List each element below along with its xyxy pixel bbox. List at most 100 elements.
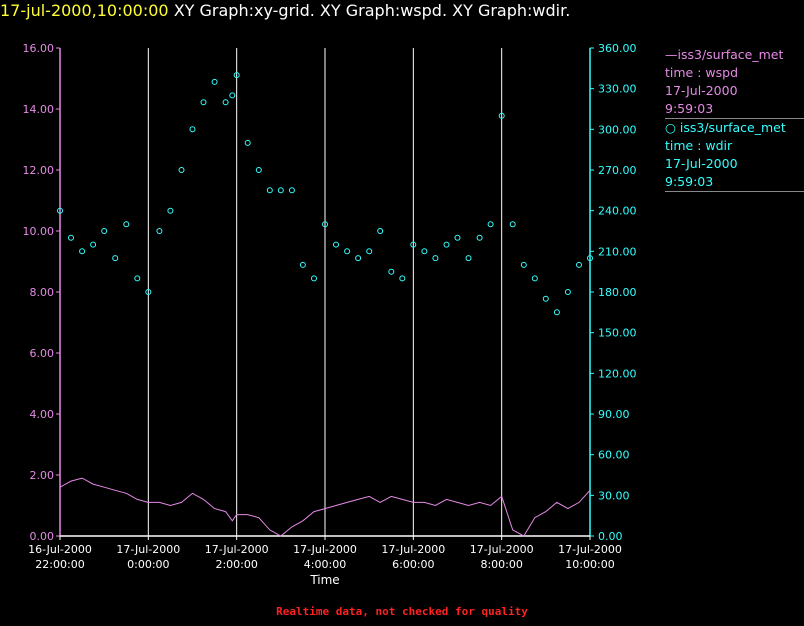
data-point-wdir — [432, 255, 439, 262]
data-point-wdir — [399, 275, 406, 282]
right-tick-label: 240.00 — [598, 205, 637, 218]
series-line-wspd — [59, 477, 591, 537]
data-point-wdir — [145, 289, 152, 295]
left-tick-label: 8.00 — [30, 286, 55, 299]
data-point-wdir — [322, 221, 328, 228]
data-point-wdir — [299, 261, 306, 268]
x-tick-date: 17-Jul-2000 — [205, 543, 269, 556]
x-tick-time: 6:00:00 — [392, 558, 434, 571]
timestamp: 17-jul-2000,10:00:00 — [0, 1, 169, 20]
graph-titles: XY Graph:xy-grid. XY Graph:wspd. XY Grap… — [173, 1, 571, 20]
data-point-wdir — [333, 241, 339, 248]
legend-wspd-date: 17-Jul-2000 — [665, 83, 738, 98]
data-point-wdir — [553, 309, 560, 316]
left-tick-label: 12.00 — [23, 164, 55, 177]
right-tick-label: 210.00 — [598, 245, 637, 258]
x-tick-date: 17-Jul-2000 — [381, 543, 445, 556]
x-tick-time: 4:00:00 — [304, 558, 346, 571]
data-point-wdir — [410, 241, 417, 248]
title-bar: 17-jul-2000,10:00:00 XY Graph:xy-grid. X… — [0, 0, 570, 26]
data-point-wdir — [520, 261, 527, 268]
left-tick-label: 14.00 — [23, 103, 55, 116]
data-point-wdir — [90, 241, 97, 248]
data-point-wdir — [421, 248, 428, 255]
data-point-wdir — [509, 221, 516, 228]
right-tick-label: 30.00 — [598, 489, 630, 502]
data-point-wdir — [476, 234, 483, 241]
data-point-wdir — [542, 295, 549, 302]
data-point-wdir — [344, 248, 351, 255]
legend: —iss3/surface_met time : wspd 17-Jul-200… — [665, 46, 804, 192]
data-point-wdir — [222, 99, 229, 106]
data-point-wdir — [388, 268, 395, 275]
x-tick-date: 17-Jul-2000 — [116, 543, 180, 556]
legend-wspd-time: 9:59:03 — [665, 101, 714, 116]
left-tick-label: 6.00 — [30, 347, 55, 360]
right-tick-label: 330.00 — [598, 83, 637, 96]
right-tick-label: 300.00 — [598, 123, 637, 136]
data-point-wdir — [255, 167, 262, 173]
data-point-wdir — [123, 221, 130, 228]
legend-divider — [665, 118, 804, 119]
x-tick-date: 17-Jul-2000 — [293, 543, 357, 556]
legend-wdir-vars: time : wdir — [665, 138, 733, 153]
data-point-wdir — [587, 255, 593, 262]
data-point-wdir — [101, 228, 108, 234]
data-point-wdir — [200, 99, 207, 106]
left-tick-label: 16.00 — [23, 42, 55, 55]
x-axis-label: Time — [309, 573, 339, 587]
data-point-wdir — [68, 234, 74, 241]
data-point-wdir — [266, 187, 273, 194]
data-point-wdir — [465, 255, 472, 262]
data-point-wdir — [487, 221, 494, 228]
legend-wspd-vars: time : wspd — [665, 65, 739, 80]
right-tick-label: 90.00 — [598, 408, 630, 421]
legend-wdir-date: 17-Jul-2000 — [665, 156, 738, 171]
right-tick-label: 360.00 — [598, 42, 637, 55]
right-tick-label: 270.00 — [598, 164, 637, 177]
data-point-wdir — [377, 228, 384, 234]
data-point-wdir — [564, 289, 571, 295]
x-tick-time: 10:00:00 — [565, 558, 614, 571]
x-tick-time: 22:00:00 — [35, 558, 84, 571]
data-point-wdir — [531, 275, 538, 282]
left-tick-label: 10.00 — [23, 225, 55, 238]
data-point-wdir — [576, 261, 582, 268]
x-tick-time: 2:00:00 — [215, 558, 257, 571]
right-tick-label: 180.00 — [598, 286, 637, 299]
data-point-wdir — [454, 234, 461, 241]
data-point-wdir — [288, 187, 295, 194]
left-tick-label: 4.00 — [30, 408, 55, 421]
data-point-wdir — [443, 241, 450, 248]
data-point-wdir — [57, 207, 63, 214]
right-tick-label: 120.00 — [598, 367, 637, 380]
x-tick-date: 17-Jul-2000 — [558, 543, 622, 556]
data-point-wdir — [189, 126, 196, 133]
right-tick-label: 60.00 — [598, 449, 630, 462]
data-point-wdir — [311, 275, 317, 282]
x-tick-time: 0:00:00 — [127, 558, 169, 571]
legend-divider — [665, 191, 804, 192]
quality-note: Realtime data, not checked for quality — [276, 605, 528, 618]
data-point-wdir — [178, 167, 185, 173]
legend-wdir-name: ○ iss3/surface_met — [665, 120, 786, 135]
data-point-wdir — [366, 248, 373, 255]
data-point-wdir — [167, 207, 174, 214]
right-tick-label: 150.00 — [598, 327, 637, 340]
left-tick-label: 0.00 — [30, 530, 55, 543]
data-point-wdir — [112, 255, 119, 262]
data-point-wdir — [229, 92, 236, 99]
data-point-wdir — [79, 248, 86, 255]
legend-wspd-name: —iss3/surface_met — [665, 47, 784, 62]
x-tick-time: 8:00:00 — [480, 558, 522, 571]
left-tick-label: 2.00 — [30, 469, 55, 482]
legend-wdir-time: 9:59:03 — [665, 174, 714, 189]
data-point-wdir — [156, 228, 163, 234]
data-point-wdir — [233, 72, 240, 79]
data-point-wdir — [244, 139, 251, 146]
x-tick-date: 16-Jul-2000 — [28, 543, 92, 556]
data-point-wdir — [277, 187, 284, 194]
data-point-wdir — [498, 112, 505, 119]
data-point-wdir — [355, 255, 362, 262]
